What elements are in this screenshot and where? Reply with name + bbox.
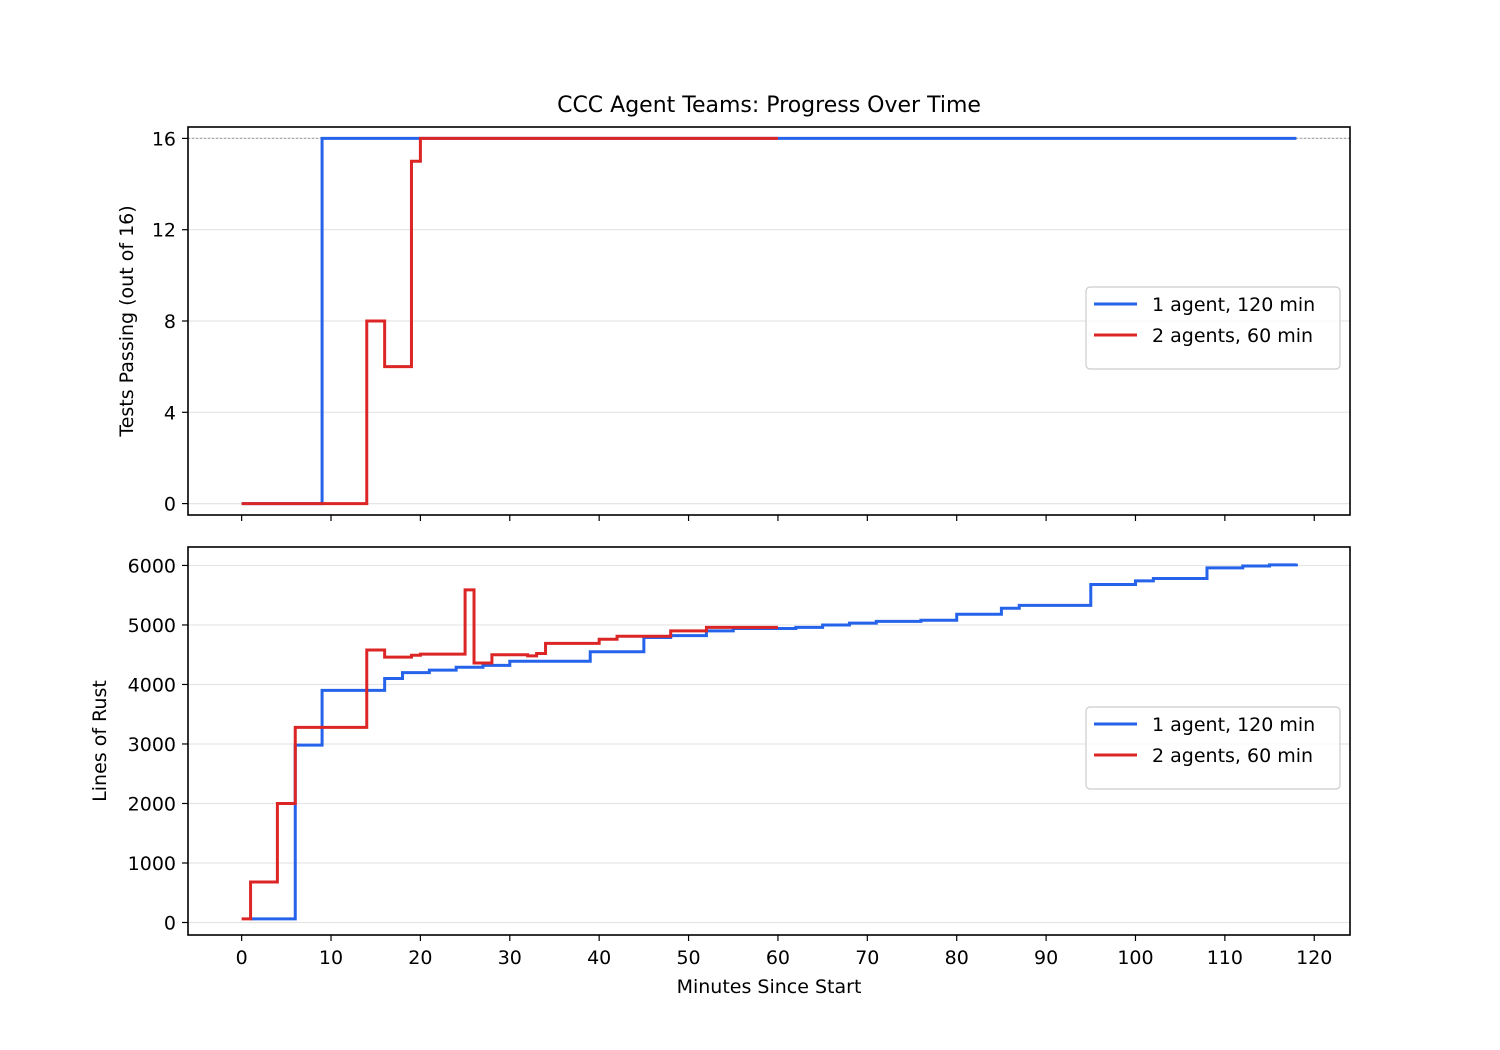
x-tick-label: 0 [236, 947, 248, 969]
series-line-two-agents [241, 588, 778, 921]
x-tick-label: 110 [1207, 947, 1243, 969]
x-axis-label: Minutes Since Start [677, 976, 862, 998]
legend: 1 agent, 120 min 2 agents, 60 min [1085, 286, 1341, 370]
y-tick-label: 2000 [128, 793, 176, 815]
legend: 1 agent, 120 min 2 agents, 60 min [1085, 706, 1341, 790]
x-tick-label: 30 [498, 947, 522, 969]
y-tick-label: 12 [152, 220, 176, 242]
legend-label: 1 agent, 120 min [1152, 294, 1315, 316]
legend-label: 1 agent, 120 min [1152, 714, 1315, 736]
y-axis-label: Tests Passing (out of 16) [116, 205, 138, 437]
y-tick-label: 3000 [128, 734, 176, 756]
lines-of-rust-panel: 0 1000 2000 3000 4000 5000 6000 0 10 20 30 40 50 60 70… [89, 546, 1351, 969]
y-tick-label: 8 [164, 311, 176, 333]
x-tick-label: 70 [855, 947, 879, 969]
tests-passing-panel: 0 4 8 12 16 Tests Passing (out of 16) 1 agent,… [116, 126, 1351, 521]
axes-frame [187, 546, 1351, 936]
x-tick-label: 120 [1296, 947, 1332, 969]
y-tick-label: 5000 [128, 615, 176, 637]
legend-label: 2 agents, 60 min [1152, 325, 1313, 347]
y-tick-label: 16 [152, 128, 176, 150]
x-tick-label: 90 [1034, 947, 1058, 969]
x-tick-label: 100 [1117, 947, 1153, 969]
x-tick-label: 10 [319, 947, 343, 969]
x-tick-label: 80 [945, 947, 969, 969]
x-tick-label: 20 [408, 947, 432, 969]
y-axis-label: Lines of Rust [89, 680, 111, 802]
x-tick-label: 60 [766, 947, 790, 969]
legend-box [1085, 706, 1341, 790]
legend-box [1085, 286, 1341, 370]
y-tick-label: 4000 [128, 674, 176, 696]
x-tick-label: 40 [587, 947, 611, 969]
y-tick-label: 0 [164, 913, 176, 935]
y-tick-label: 0 [164, 494, 176, 516]
figure-title: CCC Agent Teams: Progress Over Time [557, 93, 981, 118]
legend-label: 2 agents, 60 min [1152, 745, 1313, 767]
y-tick-label: 6000 [128, 555, 176, 577]
y-tick-label: 4 [164, 402, 176, 424]
x-tick-label: 50 [676, 947, 700, 969]
series-line-one-agent [250, 563, 1298, 921]
y-tick-label: 1000 [128, 853, 176, 875]
series-line-two-agents [241, 136, 778, 506]
